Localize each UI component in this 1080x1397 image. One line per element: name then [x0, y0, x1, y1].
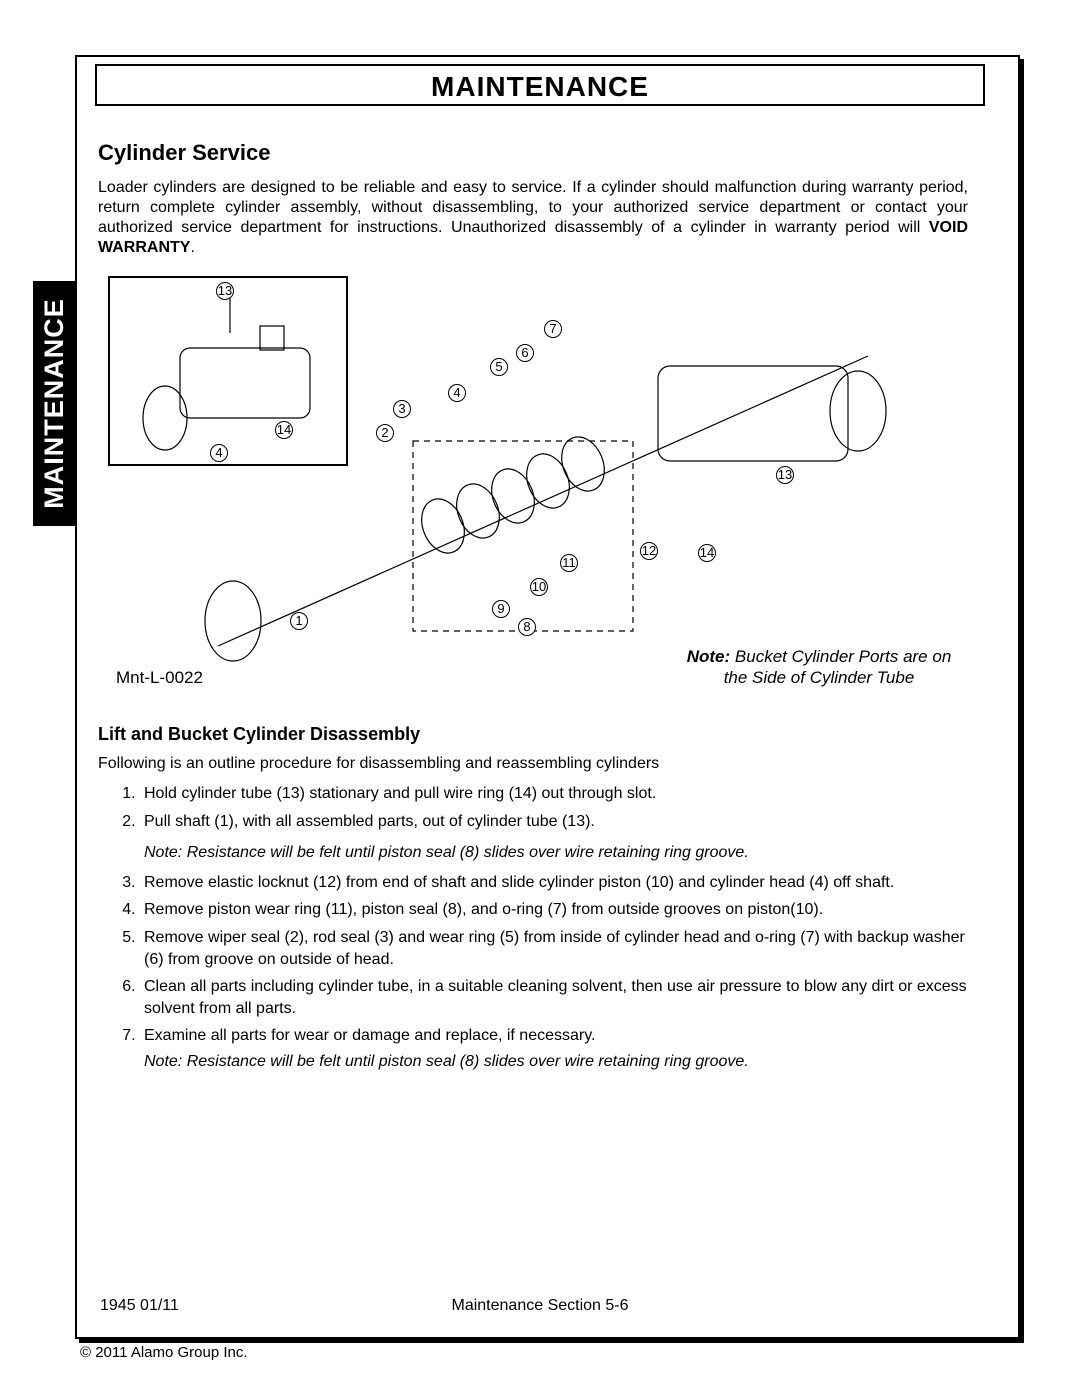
step: Pull shaft (1), with all assembled parts… — [140, 811, 968, 864]
step: Clean all parts including cylinder tube,… — [140, 976, 968, 1019]
section-paragraph-plain: Loader cylinders are designed to be reli… — [98, 179, 968, 236]
subsection-lead: Following is an outline procedure for di… — [98, 755, 968, 773]
callout-14: 14 — [275, 421, 293, 439]
figure-note: Note: Bucket Cylinder Ports are on the S… — [674, 646, 964, 689]
callout-3: 3 — [393, 400, 411, 418]
steps-list: Hold cylinder tube (13) stationary and p… — [98, 783, 968, 1047]
figure-inset — [108, 276, 348, 466]
callout-4: 4 — [448, 384, 466, 402]
step-text: Examine all parts for wear or damage and… — [144, 1027, 595, 1044]
figure-note-body: Bucket Cylinder Ports are on the Side of… — [724, 647, 952, 687]
callout-8: 8 — [518, 618, 536, 636]
figure-inset-linework — [110, 278, 346, 464]
subsection-title: Lift and Bucket Cylinder Disassembly — [98, 724, 968, 745]
callout-14: 14 — [698, 544, 716, 562]
step-note: Note: Resistance will be felt until pist… — [144, 1053, 968, 1071]
page: MAINTENANCE MAINTENANCE Cylinder Service… — [0, 0, 1080, 1397]
callout-4: 4 — [210, 444, 228, 462]
side-tab: MAINTENANCE — [33, 281, 75, 526]
section-paragraph: Loader cylinders are designed to be reli… — [98, 178, 968, 258]
callout-11: 11 — [560, 554, 578, 572]
callout-13: 13 — [216, 282, 234, 300]
side-tab-label: MAINTENANCE — [39, 298, 70, 509]
callout-2: 2 — [376, 424, 394, 442]
callout-9: 9 — [492, 600, 510, 618]
figure-code: Mnt-L-0022 — [116, 668, 203, 688]
figure: 13144 1234567891011121314 Mnt-L-0022 Not… — [98, 276, 968, 696]
section-paragraph-tail: . — [190, 239, 194, 256]
step-text: Hold cylinder tube (13) stationary and p… — [144, 785, 656, 802]
step-text: Clean all parts including cylinder tube,… — [144, 978, 967, 1017]
figure-note-lead: Note: — [687, 647, 730, 666]
step: Remove wiper seal (2), rod seal (3) and … — [140, 927, 968, 970]
callout-6: 6 — [516, 344, 534, 362]
section-title: Cylinder Service — [98, 140, 968, 166]
step: Remove elastic locknut (12) from end of … — [140, 872, 968, 894]
footer-copyright: © 2011 Alamo Group Inc. — [80, 1344, 248, 1361]
step-note: Note: Resistance will be felt until pist… — [144, 842, 968, 864]
footer-center: Maintenance Section 5-6 — [0, 1297, 1080, 1315]
step: Hold cylinder tube (13) stationary and p… — [140, 783, 968, 805]
callout-5: 5 — [490, 358, 508, 376]
callout-12: 12 — [640, 542, 658, 560]
step-text: Remove piston wear ring (11), piston sea… — [144, 901, 823, 918]
step: Examine all parts for wear or damage and… — [140, 1025, 968, 1047]
callout-13: 13 — [776, 466, 794, 484]
callout-10: 10 — [530, 578, 548, 596]
step-text: Remove wiper seal (2), rod seal (3) and … — [144, 929, 965, 968]
step: Remove piston wear ring (11), piston sea… — [140, 899, 968, 921]
callout-7: 7 — [544, 320, 562, 338]
content-column: Cylinder Service Loader cylinders are de… — [98, 140, 968, 1083]
step-text: Remove elastic locknut (12) from end of … — [144, 874, 894, 891]
step-text: Pull shaft (1), with all assembled parts… — [144, 813, 595, 830]
callout-1: 1 — [290, 612, 308, 630]
